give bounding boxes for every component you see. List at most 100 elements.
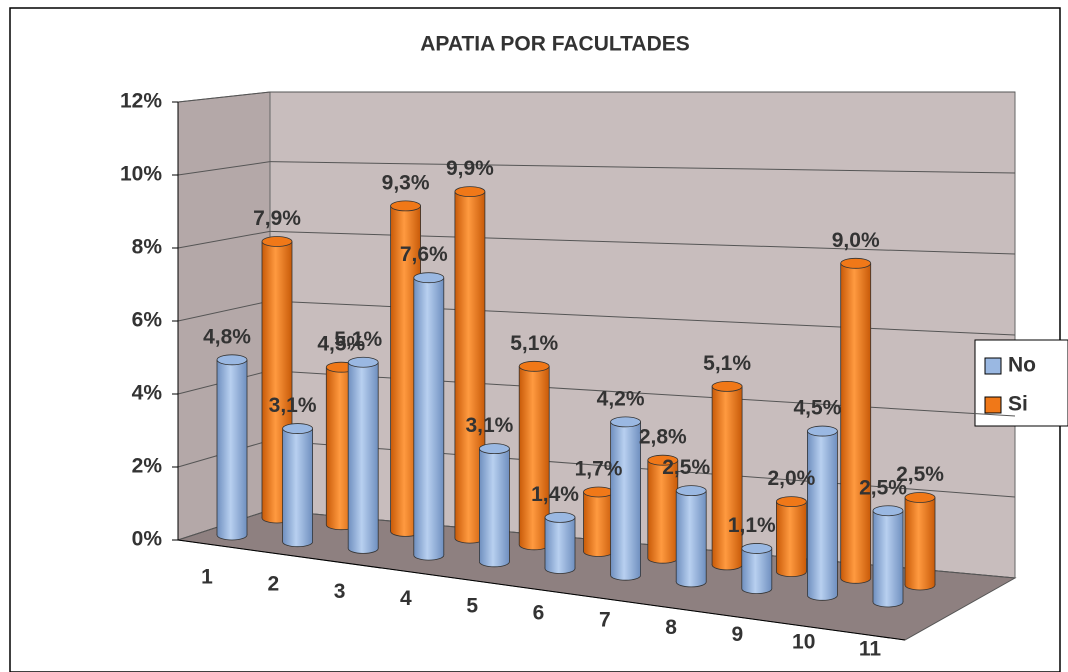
bar [741,543,773,594]
value-label: 3,1% [269,394,317,417]
bar-top [840,257,872,269]
x-tick-label: 3 [334,580,346,603]
x-tick-label: 1 [201,566,213,589]
x-tick-label: 10 [792,630,815,653]
legend-label: Si [1008,393,1028,416]
grid-line [177,230,271,249]
bar-body [712,386,743,565]
bar-body [905,497,935,585]
bar-body [519,366,550,545]
value-label: 9,3% [382,171,430,194]
bar-top [741,543,773,554]
bar-body [647,460,678,559]
bar [347,356,379,554]
value-label: 2,0% [767,467,815,490]
grid-line [177,161,271,176]
bar-body [583,492,614,552]
bar-body [776,501,807,572]
bar [544,512,576,574]
bar-top [390,200,422,212]
bar-body [676,490,707,582]
bar-body [840,263,871,579]
bar-top [647,454,679,466]
bar [518,360,550,551]
value-label: 4,5% [793,397,841,420]
x-tick-label: 7 [599,609,611,632]
grid-line [177,91,271,103]
bar-top [478,443,510,455]
x-tick-label: 5 [466,594,478,617]
bar [675,485,707,588]
bar [261,236,293,524]
value-label: 9,0% [832,229,880,252]
bar [904,492,936,591]
bar-body [217,359,247,535]
grid-line [269,161,1016,174]
chart-title: APATIA POR FACULTADES [420,33,690,56]
bar-body [807,431,838,596]
bar [282,423,314,548]
bar [872,505,904,608]
value-label: 9,9% [446,157,494,180]
bar-top [776,496,807,508]
bar-top [518,360,550,372]
bar-top [675,485,707,497]
value-label: 4,2% [597,387,645,410]
x-tick-label: 8 [665,616,677,639]
x-tick-label: 6 [533,602,545,625]
bar [711,380,743,571]
bar-top [413,272,445,284]
bar-top [872,505,904,517]
bar-body [413,277,444,556]
bar [776,496,807,577]
value-label: 1,7% [575,458,623,481]
value-label: 3,1% [465,414,513,437]
value-label: 5,1% [703,352,751,375]
value-label: 5,1% [334,328,382,351]
bar-body [873,510,903,602]
value-label: 2,5% [896,463,944,486]
bar-body [282,428,313,542]
bar [216,354,248,541]
value-label: 2,8% [639,426,687,449]
x-tick-label: 2 [267,573,279,596]
bar-top [807,425,838,437]
value-label: 1,4% [531,483,579,506]
legend-label: No [1008,354,1036,377]
bar-top [711,380,743,392]
y-tick-label: 4% [132,382,163,405]
y-tick-label: 12% [120,90,162,113]
bar-top [583,486,614,498]
value-label: 5,1% [510,332,558,355]
bar-body [479,448,510,562]
bar-top [347,356,379,368]
bar-top [544,512,576,523]
grid-line [177,300,271,322]
x-axis [177,539,906,641]
value-label: 7,6% [400,243,448,266]
bar-body [545,517,575,569]
bar-top [610,416,641,428]
legend-swatch [984,396,1002,414]
bar [807,425,838,601]
x-tick-label: 11 [859,638,882,661]
x-tick-label: 9 [732,623,744,646]
value-label: 4,5% [317,333,365,356]
bar [583,486,614,557]
value-label: 1,1% [728,514,776,537]
bar-top [454,186,486,198]
bar-top [261,236,293,247]
value-label: 7,9% [253,207,301,230]
y-tick-label: 0% [132,528,163,551]
bar [478,443,510,568]
bar-top [904,492,936,503]
value-label: 2,5% [859,476,907,499]
x-tick-label: 4 [400,587,412,610]
bar-top [216,354,248,366]
bar [610,416,641,581]
bar [840,257,872,584]
bar-top [282,423,314,434]
bar-body [348,362,379,549]
bar [647,454,679,564]
